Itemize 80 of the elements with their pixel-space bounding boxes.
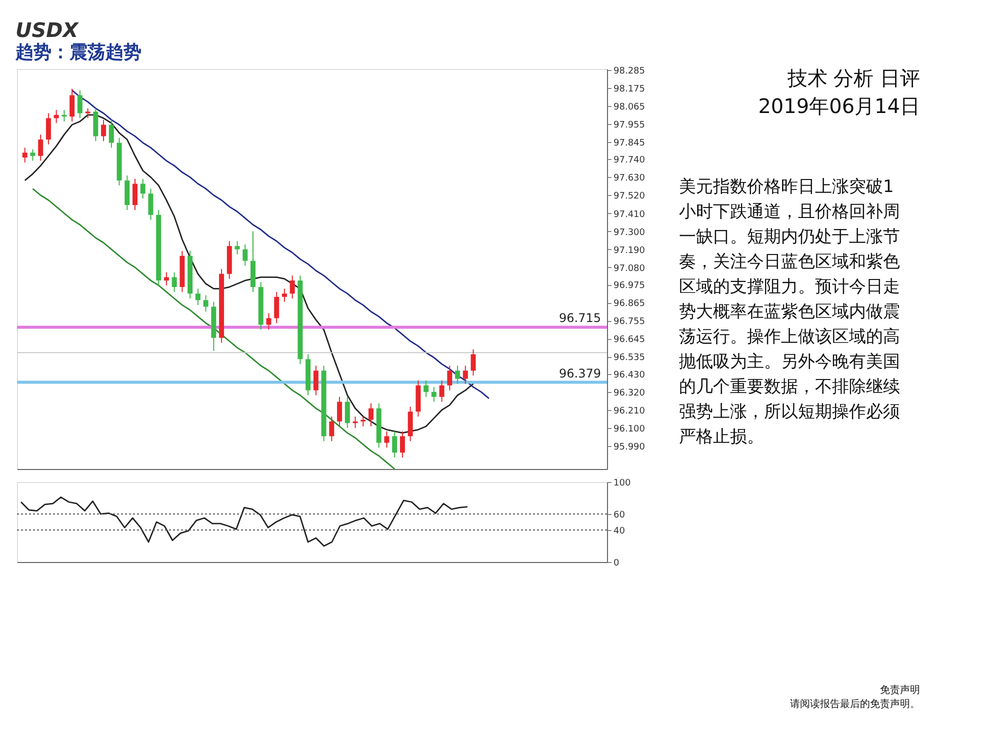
y-tick-label: 96.535 (614, 353, 645, 364)
candlestick (148, 188, 154, 220)
candlestick (172, 272, 177, 292)
candlestick (203, 294, 208, 312)
text: 技术 分析 日评 (786, 66, 920, 90)
line-series (20, 496, 468, 547)
candlestick (195, 288, 200, 306)
y-tick-label: 96.430 (614, 370, 646, 380)
y-tick-label: 40 (614, 526, 626, 536)
y-tick-label: 60 (614, 510, 626, 520)
candlestick (360, 416, 366, 427)
candlestick (392, 430, 398, 458)
y-tick-label: 97.845 (614, 138, 645, 148)
y-tick-label: 97.080 (614, 264, 646, 274)
candlestick (344, 396, 350, 429)
candlestick (108, 119, 114, 148)
y-tick-label: 97.630 (614, 174, 646, 184)
y-tick-label: 96.100 (614, 424, 646, 435)
y-tick-label: 96.645 (614, 335, 645, 346)
candlestick (282, 288, 287, 302)
y-tick-label: 95.990 (614, 442, 646, 453)
candlestick (384, 430, 390, 448)
y-tick-label: 97.410 (614, 210, 646, 220)
candlestick (455, 365, 460, 384)
candlestick (101, 119, 106, 142)
candlestick (329, 416, 334, 442)
candlestick (22, 147, 28, 163)
candlestick (439, 380, 444, 402)
candlestick (30, 148, 36, 162)
candlestick (290, 275, 295, 300)
candlestick (266, 312, 272, 330)
y-tick-label: 97.300 (614, 228, 646, 238)
y-tick-label: 98.285 (614, 66, 645, 76)
candlestick (462, 365, 468, 384)
candlestick (38, 134, 44, 162)
candlestick (337, 396, 342, 427)
line-series (71, 90, 490, 400)
y-tick-label: 97.740 (614, 156, 646, 166)
y-tick-label: 100 (614, 478, 631, 488)
candlestick (368, 402, 374, 427)
candlestick (242, 244, 248, 266)
y-tick-label: 97.190 (614, 246, 646, 256)
y-tick-label: 98.175 (614, 84, 645, 94)
ref-line-label: 96.379 (559, 366, 601, 380)
line-series (32, 188, 396, 470)
candlestick (77, 90, 82, 119)
y-tick-label: 97.955 (614, 120, 645, 130)
candlestick (431, 386, 436, 402)
candlestick (46, 112, 51, 145)
candlestick (62, 109, 67, 122)
chart-title: USDX (16, 18, 80, 42)
y-tick-label: 96.975 (614, 281, 645, 292)
y-tick-label: 97.520 (614, 192, 646, 202)
y-tick-label: 98.065 (614, 102, 645, 112)
candlestick (470, 348, 476, 376)
candlestick (140, 178, 146, 200)
ref-line-label: 96.715 (559, 311, 601, 326)
line-series (24, 114, 474, 434)
candlestick (85, 108, 90, 119)
candlestick (70, 88, 75, 122)
y-tick-label: 96.755 (614, 317, 645, 328)
y-tick-label: 96.865 (614, 299, 645, 310)
candlestick (54, 109, 59, 124)
y-tick-label: 96.210 (614, 406, 646, 416)
y-tick-label: 0 (614, 558, 620, 568)
candlestick (313, 365, 318, 396)
candlestick (424, 380, 429, 398)
text: 美元指数价格昨日上涨突破1小时下跌通道，且价格回补周一缺口。短期内仍处于上涨节奏，关注今日蓝色区域和紫色区域的支撑阻力。预计今日走势大概率在蓝紫色区域内做震荡运行。操作上做该区域的高抛低吸为主。另外今晚有美国的几个重要数据，不排除继续强势上涨，所以短期操作必须严格止损。 (679, 177, 900, 447)
y-tick-label: 96.320 (614, 388, 646, 398)
candlestick (132, 178, 138, 210)
candlestick (352, 416, 358, 429)
chart-subtitle: 趋势：震荡趋势 (14, 42, 142, 63)
text: 2019年06月14日 (758, 94, 920, 118)
candlestick (274, 291, 280, 324)
text: 免责声明 (880, 684, 920, 696)
text: 请阅读报告最后的免责声明。 (790, 698, 920, 710)
candlestick (400, 430, 405, 458)
candlestick (164, 272, 169, 286)
candlestick (234, 240, 240, 255)
candlestick (447, 365, 452, 391)
